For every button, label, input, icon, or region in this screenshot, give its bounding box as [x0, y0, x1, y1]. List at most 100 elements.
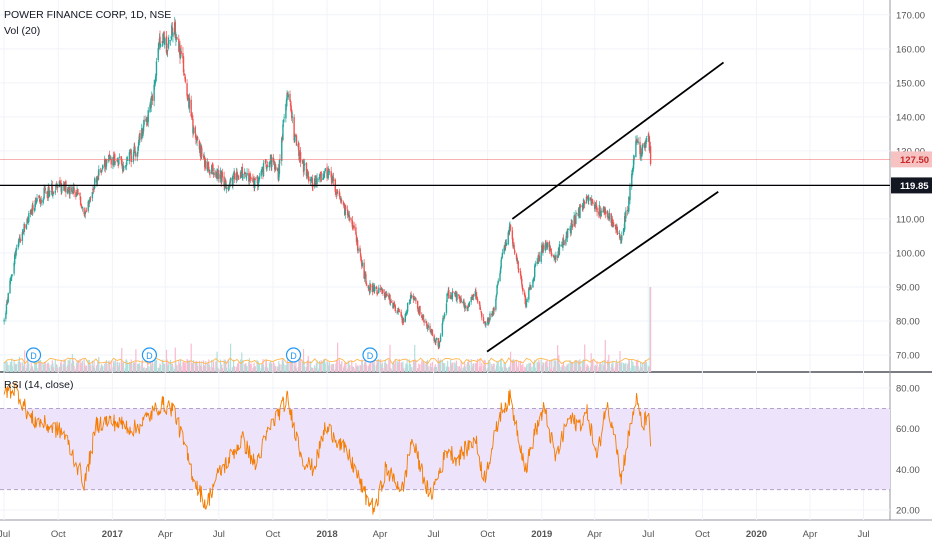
candle[interactable]: [400, 309, 402, 317]
candle[interactable]: [184, 74, 186, 84]
candle[interactable]: [496, 284, 498, 296]
candle[interactable]: [551, 251, 553, 258]
candle[interactable]: [384, 291, 386, 301]
candle[interactable]: [464, 302, 466, 311]
candle[interactable]: [633, 155, 635, 165]
candle[interactable]: [5, 302, 8, 315]
candle[interactable]: [563, 239, 565, 246]
candle[interactable]: [235, 167, 238, 184]
candle[interactable]: [479, 301, 481, 311]
candle[interactable]: [131, 156, 133, 162]
candle[interactable]: [505, 239, 508, 247]
candle[interactable]: [66, 187, 69, 195]
candle[interactable]: [158, 41, 160, 53]
candle[interactable]: [172, 27, 174, 43]
candle[interactable]: [372, 283, 374, 292]
candle[interactable]: [196, 135, 199, 141]
candle[interactable]: [444, 311, 446, 319]
candle[interactable]: [56, 185, 59, 193]
candle[interactable]: [52, 191, 55, 195]
candle[interactable]: [445, 300, 448, 316]
candle[interactable]: [174, 19, 176, 39]
candle[interactable]: [375, 285, 378, 290]
candle[interactable]: [79, 195, 82, 206]
candle[interactable]: [166, 50, 168, 56]
candle[interactable]: [501, 248, 504, 259]
candle[interactable]: [441, 320, 444, 337]
candle[interactable]: [433, 333, 435, 344]
candle[interactable]: [481, 312, 483, 321]
candle[interactable]: [361, 259, 364, 268]
candle[interactable]: [176, 36, 178, 41]
candle[interactable]: [221, 168, 224, 181]
candle[interactable]: [159, 43, 162, 48]
candle[interactable]: [595, 202, 597, 205]
candle[interactable]: [607, 212, 609, 222]
candle[interactable]: [242, 173, 244, 182]
rsi-layer[interactable]: [3, 381, 652, 515]
candle[interactable]: [58, 180, 61, 188]
candle[interactable]: [452, 290, 454, 293]
candle[interactable]: [369, 280, 371, 295]
candle[interactable]: [566, 228, 569, 242]
candle[interactable]: [359, 245, 361, 254]
candle[interactable]: [165, 30, 168, 55]
candle[interactable]: [365, 271, 367, 284]
candle[interactable]: [456, 291, 458, 304]
candle[interactable]: [336, 189, 339, 195]
candle[interactable]: [191, 112, 194, 120]
candle[interactable]: [466, 307, 469, 312]
candle[interactable]: [180, 44, 182, 57]
candle[interactable]: [278, 159, 281, 178]
candle[interactable]: [571, 219, 573, 225]
candle[interactable]: [65, 179, 67, 197]
candle[interactable]: [378, 284, 380, 294]
candle[interactable]: [508, 222, 511, 236]
candle[interactable]: [164, 37, 166, 49]
candle[interactable]: [36, 194, 38, 203]
candle[interactable]: [466, 304, 468, 312]
candle[interactable]: [341, 198, 343, 205]
candle[interactable]: [268, 161, 271, 171]
candle[interactable]: [518, 268, 520, 274]
candle[interactable]: [558, 241, 561, 256]
candle[interactable]: [208, 161, 210, 174]
candle[interactable]: [649, 141, 652, 166]
candle[interactable]: [504, 239, 506, 252]
candle[interactable]: [546, 242, 549, 250]
candle[interactable]: [19, 233, 21, 243]
candle[interactable]: [636, 139, 639, 142]
candle[interactable]: [281, 136, 283, 166]
candle[interactable]: [311, 174, 314, 191]
candle[interactable]: [319, 173, 321, 183]
candle[interactable]: [537, 251, 539, 264]
candle[interactable]: [88, 200, 90, 207]
candle[interactable]: [50, 190, 52, 196]
candle[interactable]: [328, 168, 330, 172]
dividend-marker[interactable]: D: [141, 347, 158, 363]
candle[interactable]: [105, 166, 107, 170]
candle[interactable]: [11, 274, 14, 277]
candle[interactable]: [586, 195, 588, 198]
candle[interactable]: [575, 212, 578, 214]
candle[interactable]: [619, 236, 622, 244]
candle[interactable]: [223, 171, 225, 190]
candle[interactable]: [254, 177, 256, 181]
candle[interactable]: [77, 189, 79, 195]
candle[interactable]: [559, 244, 561, 248]
candle[interactable]: [571, 220, 574, 231]
candle[interactable]: [43, 184, 45, 200]
candle[interactable]: [324, 167, 326, 172]
candle[interactable]: [339, 195, 342, 204]
candle[interactable]: [406, 302, 409, 314]
candle[interactable]: [191, 112, 193, 120]
candle[interactable]: [98, 165, 100, 180]
candle[interactable]: [364, 270, 366, 282]
candle[interactable]: [369, 283, 372, 291]
candle[interactable]: [114, 161, 116, 166]
candle[interactable]: [574, 214, 576, 227]
candle[interactable]: [149, 101, 151, 114]
candle[interactable]: [182, 55, 185, 76]
candle[interactable]: [304, 158, 306, 166]
